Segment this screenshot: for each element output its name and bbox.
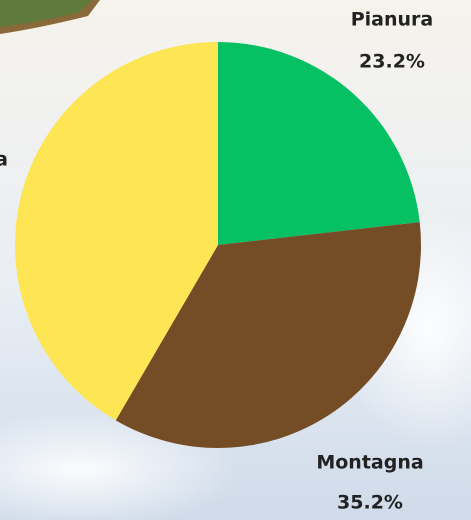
chart: Pianura 23.2% Montagna 35.2% Collina: [0, 0, 471, 520]
slice-label: Pianura: [351, 9, 434, 31]
slice-value: 35.2%: [337, 492, 403, 514]
slice-label: Collina: [0, 149, 8, 171]
slice-value: 23.2%: [359, 51, 425, 73]
slice-label: Montagna: [316, 452, 423, 474]
